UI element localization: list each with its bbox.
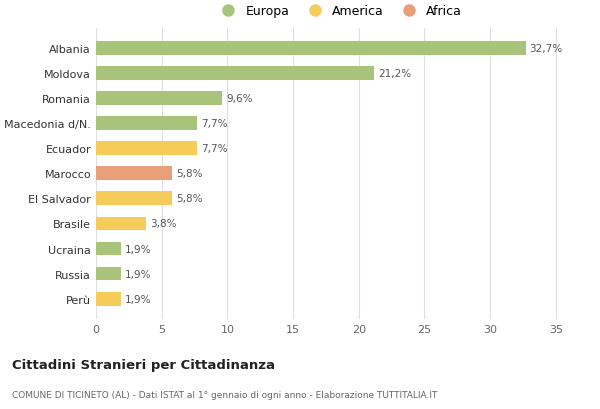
Bar (96, 292, 121, 306)
Text: 5,8%: 5,8% (176, 169, 203, 179)
Text: COMUNE DI TICINETO (AL) - Dati ISTAT al 1° gennaio di ogni anno - Elaborazione T: COMUNE DI TICINETO (AL) - Dati ISTAT al … (12, 390, 437, 399)
Text: 5,8%: 5,8% (176, 194, 203, 204)
Bar (96, 92, 222, 106)
Text: 32,7%: 32,7% (529, 44, 563, 54)
Bar (96, 167, 172, 181)
Text: Cittadini Stranieri per Cittadinanza: Cittadini Stranieri per Cittadinanza (12, 358, 275, 371)
Text: 1,9%: 1,9% (125, 244, 151, 254)
Bar (96, 217, 146, 231)
Bar (96, 42, 526, 56)
Text: 1,9%: 1,9% (125, 294, 151, 304)
Bar (96, 142, 197, 156)
Text: 1,9%: 1,9% (125, 269, 151, 279)
Text: 7,7%: 7,7% (201, 144, 227, 154)
Text: 21,2%: 21,2% (379, 69, 412, 79)
Bar (96, 117, 197, 130)
Bar (96, 67, 374, 81)
Text: 9,6%: 9,6% (226, 94, 253, 104)
Legend: Europa, America, Africa: Europa, America, Africa (211, 0, 467, 23)
Text: 7,7%: 7,7% (201, 119, 227, 129)
Bar (96, 192, 172, 206)
Text: 3,8%: 3,8% (150, 219, 176, 229)
Bar (96, 242, 121, 256)
Bar (96, 267, 121, 281)
